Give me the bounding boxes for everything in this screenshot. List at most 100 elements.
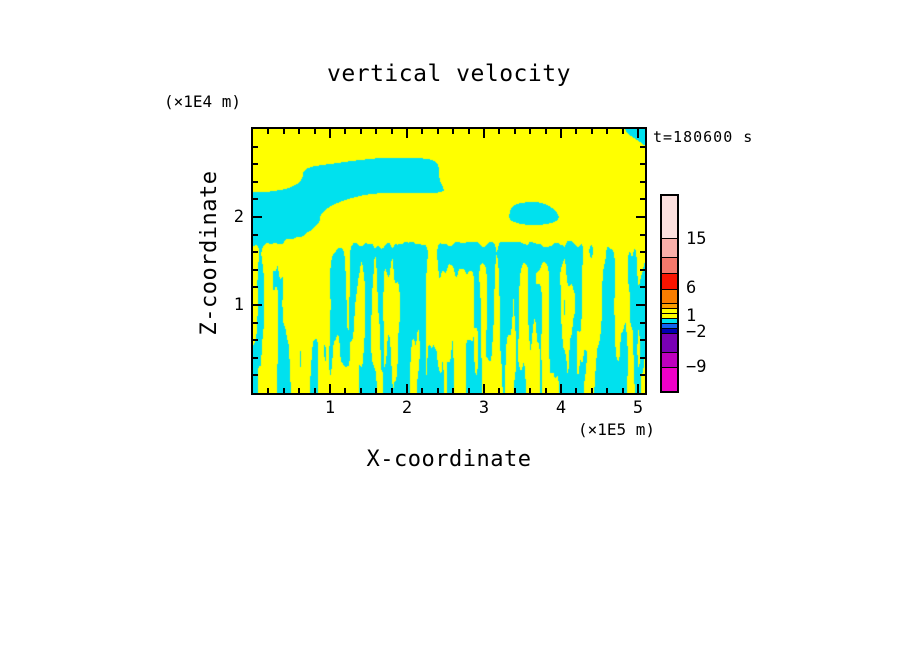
colorbar-segment	[662, 309, 677, 313]
x-tick-label: 5	[632, 398, 644, 418]
colorbar-segment	[662, 368, 677, 391]
z-tick-label: 2	[233, 207, 244, 227]
z-axis-tick	[640, 181, 645, 183]
colorbar-segment	[662, 239, 677, 257]
colorbar-segment	[662, 274, 677, 289]
x-axis-tick	[437, 129, 439, 134]
x-axis-tick	[267, 129, 269, 134]
x-axis-tick	[406, 129, 408, 138]
colorbar-segment	[662, 324, 677, 328]
x-axis-unit-label: (×1E5 m)	[577, 420, 655, 439]
z-axis-tick	[253, 181, 258, 183]
colorbar-segment	[662, 334, 677, 352]
z-axis-tick	[640, 357, 645, 359]
x-axis-tick	[575, 129, 577, 134]
z-axis-tick	[253, 216, 262, 218]
x-axis-tick	[606, 129, 608, 134]
x-axis-tick	[529, 129, 531, 134]
x-axis-tick	[637, 129, 639, 138]
z-axis-tick	[640, 374, 645, 376]
x-axis-tick	[283, 129, 285, 134]
colorbar-segment	[662, 329, 677, 333]
z-axis-tick	[640, 146, 645, 148]
x-axis-tick	[498, 129, 500, 134]
colorbar-segment	[662, 353, 677, 367]
x-axis-tick	[529, 388, 531, 393]
x-axis-tick	[283, 388, 285, 393]
contour-plot-frame	[251, 127, 647, 395]
x-axis-tick	[437, 388, 439, 393]
x-axis-tick	[622, 388, 624, 393]
colorbar-tick-label: 6	[686, 278, 697, 299]
x-axis-tick	[421, 129, 423, 134]
x-axis-tick	[344, 388, 346, 393]
x-axis-tick	[545, 129, 547, 134]
x-axis-tick	[406, 384, 408, 393]
x-tick-label: 2	[401, 398, 413, 418]
x-axis-tick	[360, 129, 362, 134]
x-axis-tick	[391, 388, 393, 393]
z-axis-tick	[253, 146, 258, 148]
colorbar	[660, 194, 679, 393]
x-axis-tick	[314, 388, 316, 393]
z-axis-tick	[253, 234, 258, 236]
x-tick-label: 1	[324, 398, 336, 418]
colorbar-tick-label: 1	[686, 305, 697, 326]
z-axis-tick	[640, 322, 645, 324]
x-axis-tick	[329, 129, 331, 138]
colorbar-segment	[662, 196, 677, 238]
colorbar-segment	[662, 304, 677, 308]
x-axis-tick	[375, 129, 377, 134]
z-axis-tick	[640, 251, 645, 253]
x-tick-label: 4	[555, 398, 567, 418]
x-axis-tick	[545, 388, 547, 393]
x-axis-tick	[421, 388, 423, 393]
colorbar-tick-label: −9	[686, 357, 707, 377]
colorbar-tick-label: −2	[686, 321, 707, 342]
z-axis-tick	[640, 339, 645, 341]
plot-title: vertical velocity	[327, 61, 571, 87]
x-axis-title: X-coordinate	[366, 447, 532, 472]
z-axis-tick	[253, 198, 258, 200]
colorbar-tick-label: 15	[686, 228, 707, 249]
z-axis-tick	[640, 286, 645, 288]
z-axis-tick	[253, 286, 258, 288]
z-axis-tick	[636, 216, 645, 218]
z-axis-tick	[253, 251, 258, 253]
x-axis-tick	[591, 129, 593, 134]
z-axis-tick	[253, 322, 258, 324]
colorbar-segment	[662, 258, 677, 273]
colorbar-segment	[662, 319, 677, 323]
x-axis-tick	[468, 129, 470, 134]
x-axis-tick	[329, 384, 331, 393]
x-axis-tick	[344, 129, 346, 134]
x-axis-tick	[483, 129, 485, 138]
x-axis-tick	[314, 129, 316, 134]
x-axis-tick	[622, 129, 624, 134]
x-axis-tick	[514, 388, 516, 393]
x-axis-tick	[591, 388, 593, 393]
x-axis-tick	[298, 388, 300, 393]
z-axis-unit-label: (×1E4 m)	[164, 92, 242, 111]
x-axis-tick	[468, 388, 470, 393]
z-axis-tick	[636, 304, 645, 306]
x-axis-tick	[560, 129, 562, 138]
x-axis-tick	[483, 384, 485, 393]
z-axis-tick	[253, 163, 258, 165]
x-axis-tick	[637, 384, 639, 393]
x-axis-tick	[267, 388, 269, 393]
z-axis-tick	[253, 339, 258, 341]
z-axis-title: Z-coordinate	[197, 170, 222, 336]
x-axis-tick	[452, 129, 454, 134]
z-axis-tick	[640, 269, 645, 271]
x-axis-tick	[560, 384, 562, 393]
colorbar-segment	[662, 290, 677, 303]
time-label: t=180600 s	[653, 128, 754, 146]
x-axis-tick	[606, 388, 608, 393]
x-axis-tick	[298, 129, 300, 134]
x-axis-tick	[575, 388, 577, 393]
z-axis-tick	[253, 304, 262, 306]
z-tick-label: 1	[233, 295, 244, 315]
z-axis-tick	[640, 163, 645, 165]
